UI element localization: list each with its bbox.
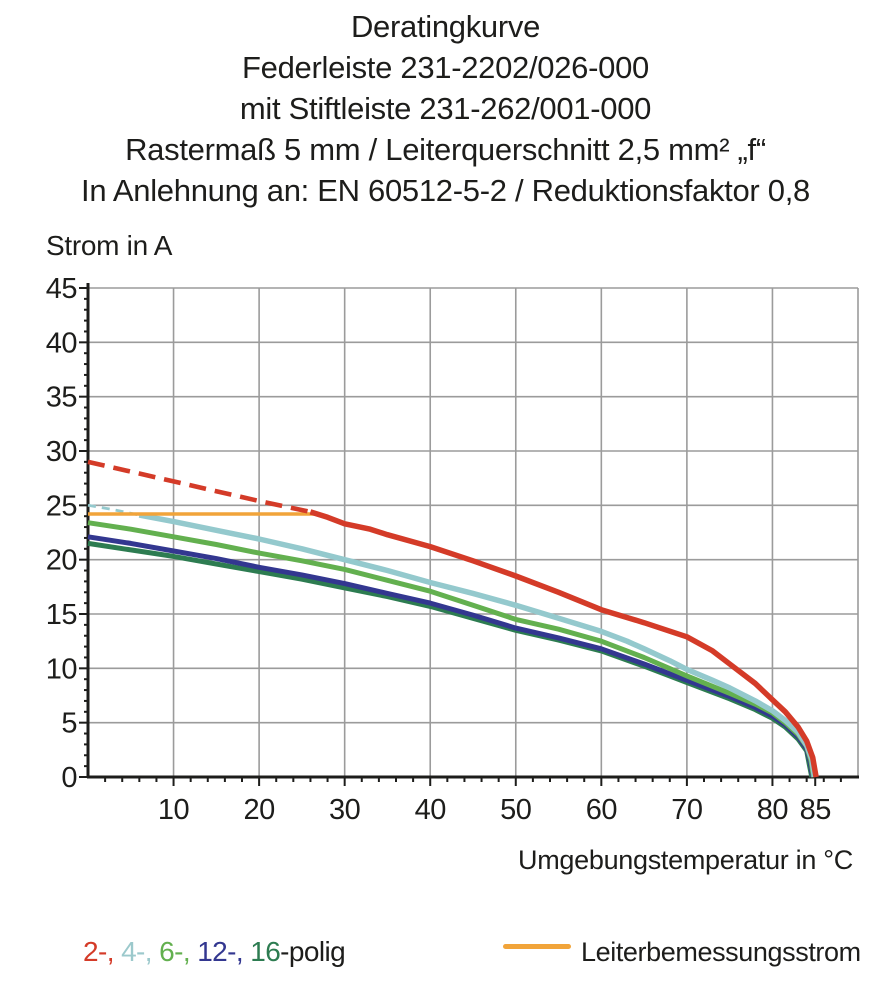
chart-title-line-1: Deratingkurve: [350, 9, 541, 44]
svg-text:60: 60: [586, 794, 617, 826]
svg-text:45: 45: [46, 273, 77, 305]
legend-pole-counts: 2-, 4-, 6-, 12-, 16-polig: [83, 936, 346, 968]
svg-text:50: 50: [500, 794, 531, 826]
series-12-polig: [87, 534, 816, 778]
legend-pole-part: 4-,: [121, 936, 160, 967]
svg-text:10: 10: [46, 653, 77, 685]
svg-text:30: 30: [46, 436, 77, 468]
svg-text:30: 30: [329, 794, 360, 826]
chart-title-block: Deratingkurve Federleiste 231-2202/026-0…: [0, 6, 891, 211]
legend-pole-part: 6-,: [159, 936, 198, 967]
x-axis-title: Umgebungstemperatur in °C: [518, 845, 853, 875]
legend-pole-part: 2-,: [83, 936, 122, 967]
chart-title-line-5: In Anlehnung an: EN 60512-5-2 / Reduktio…: [81, 173, 810, 208]
svg-text:40: 40: [46, 327, 77, 359]
chart-title-line-2: Federleiste 231-2202/026-000: [242, 50, 649, 85]
svg-text:10: 10: [158, 794, 189, 826]
y-axis-title: Strom in A: [46, 230, 173, 261]
svg-text:0: 0: [61, 762, 77, 794]
legend-pole-part: 12-,: [197, 936, 251, 967]
svg-text:35: 35: [46, 382, 77, 414]
svg-text:5: 5: [61, 708, 77, 740]
legend-pole-part: 16: [250, 936, 281, 967]
axis-tick-labels: 10 20 30 40 50 60 70 80 85 0 5 10 15 20 25 30 35 40 45: [46, 273, 832, 826]
axis-lines: [86, 283, 859, 779]
svg-text:70: 70: [671, 794, 702, 826]
svg-text:20: 20: [243, 794, 274, 826]
series-4-polig: [87, 503, 818, 778]
svg-text:85: 85: [800, 794, 831, 826]
chart-title-line-4: Rastermaß 5 mm / Leiterquerschnitt 2,5 m…: [125, 132, 766, 167]
svg-text:15: 15: [46, 599, 77, 631]
rated-current-line-swatch: [503, 944, 571, 949]
svg-text:40: 40: [415, 794, 446, 826]
rated-current-label: Leiterbemessungsstrom: [581, 937, 861, 967]
axis-ticks: [79, 287, 842, 786]
series-2-polig: [87, 459, 819, 778]
svg-text:25: 25: [46, 490, 77, 522]
svg-text:80: 80: [757, 794, 788, 826]
legend-pole-part: -polig: [280, 936, 346, 967]
svg-text:20: 20: [46, 545, 77, 577]
chart-title-line-3: mit Stiftleiste 231-262/001-000: [239, 91, 652, 126]
series-16-polig: [87, 540, 815, 778]
